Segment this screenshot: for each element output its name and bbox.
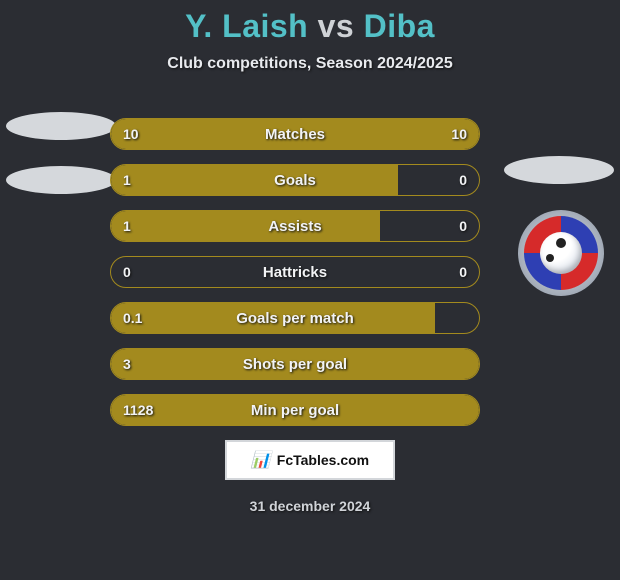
stat-label: Goals per match xyxy=(111,303,479,333)
stat-label: Matches xyxy=(111,119,479,149)
stat-label: Hattricks xyxy=(111,257,479,287)
footer-brand: FcTables.com xyxy=(277,452,369,468)
avatar-left xyxy=(6,112,116,220)
stat-label: Assists xyxy=(111,211,479,241)
club1-placeholder-icon xyxy=(6,166,116,194)
title-player2: Diba xyxy=(364,8,435,44)
player1-placeholder-icon xyxy=(6,112,116,140)
stat-row: 0.1Goals per match xyxy=(110,302,480,334)
player2-placeholder-icon xyxy=(504,156,614,184)
subtitle: Club competitions, Season 2024/2025 xyxy=(0,55,620,73)
stat-row: 10Assists xyxy=(110,210,480,242)
stat-label: Min per goal xyxy=(111,395,479,425)
date-label: 31 december 2024 xyxy=(0,498,620,514)
stat-row: 3Shots per goal xyxy=(110,348,480,380)
stat-row: 1010Matches xyxy=(110,118,480,150)
avatar-right xyxy=(504,156,614,296)
stat-row: 10Goals xyxy=(110,164,480,196)
page-title: Y. Laish vs Diba xyxy=(0,0,620,45)
title-player1: Y. Laish xyxy=(185,8,308,44)
stat-label: Shots per goal xyxy=(111,349,479,379)
club2-badge-icon xyxy=(518,210,604,296)
stat-row: 1128Min per goal xyxy=(110,394,480,426)
chart-icon: 📊 xyxy=(251,450,271,470)
stat-row: 00Hattricks xyxy=(110,256,480,288)
footer-brand-box: 📊 FcTables.com xyxy=(225,440,395,480)
stat-label: Goals xyxy=(111,165,479,195)
stats-bars: 1010Matches 10Goals 10Assists 00Hattricks 0.… xyxy=(110,118,510,440)
title-vs: vs xyxy=(318,8,355,44)
